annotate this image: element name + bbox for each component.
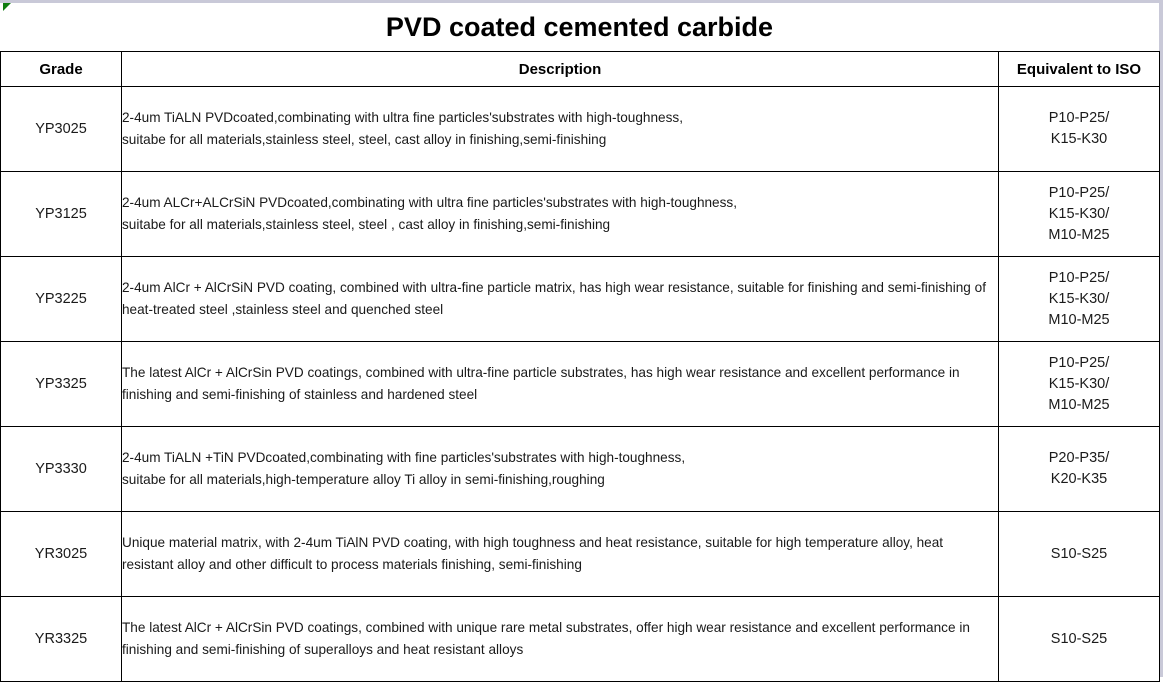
iso-line: M10-M25: [1048, 396, 1110, 413]
column-header-description: Description: [121, 51, 999, 87]
iso-line: M10-M25: [1048, 311, 1110, 328]
table-row: YP3025 2-4um TiALN PVDcoated,combinating …: [0, 86, 1160, 172]
cell-description: Unique material matrix, with 2-4um TiAlN…: [121, 511, 999, 597]
cell-grade: YP3325: [0, 341, 122, 427]
table-row: YR3025 Unique material matrix, with 2-4um…: [0, 511, 1160, 597]
table-header: Grade Description Equivalent to ISO: [0, 51, 1160, 87]
grades-table: Grade Description Equivalent to ISO YP30…: [0, 51, 1160, 682]
description-line: The latest AlCr + AlCrSin PVD coatings, …: [122, 620, 970, 657]
table-body: YP3025 2-4um TiALN PVDcoated,combinating …: [0, 86, 1160, 682]
cell-iso: S10-S25: [998, 511, 1160, 597]
iso-line: K15-K30: [1050, 131, 1108, 147]
table-header-row: Grade Description Equivalent to ISO: [0, 51, 1160, 87]
cell-description: The latest AlCr + AlCrSin PVD coatings, …: [121, 596, 999, 682]
cell-grade: YP3225: [0, 256, 122, 342]
cell-grade: YR3325: [0, 596, 122, 682]
cell-description: The latest AlCr + AlCrSin PVD coatings, …: [121, 341, 999, 427]
iso-line: S10-S25: [1050, 630, 1108, 647]
column-header-iso: Equivalent to ISO: [998, 51, 1160, 87]
cell-grade: YR3025: [0, 511, 122, 597]
iso-line: K15-K30/: [1048, 375, 1110, 392]
description-line: suitabe for all materials,stainless stee…: [122, 132, 607, 147]
description-line: 2-4um AlCr + AlCrSiN PVD coating, combin…: [122, 280, 986, 317]
iso-line: K15-K30/: [1048, 290, 1110, 307]
table-row: YP3330 2-4um TiALN +TiN PVDcoated,combina…: [0, 426, 1160, 512]
description-line: 2-4um TiALN PVDcoated,combinating with u…: [122, 110, 683, 125]
page-title: PVD coated cemented carbide: [385, 11, 774, 42]
iso-line: P10-P25/: [1048, 269, 1110, 286]
iso-line: M10-M25: [1048, 226, 1110, 243]
page-right-edge: [1159, 0, 1163, 677]
page-top-edge: [0, 0, 1163, 3]
iso-line: S10-S25: [1050, 545, 1108, 562]
column-header-grade: Grade: [0, 51, 122, 87]
table-row: YP3125 2-4um ALCr+ALCrSiN PVDcoated,combi…: [0, 171, 1160, 257]
cell-description: 2-4um AlCr + AlCrSiN PVD coating, combin…: [121, 256, 999, 342]
cell-iso: P10-P25/K15-K30/M10-M25: [998, 171, 1160, 257]
iso-line: P10-P25/: [1048, 184, 1110, 201]
table-row: YR3325 The latest AlCr + AlCrSin PVD coat…: [0, 596, 1160, 682]
table-row: YP3325 The latest AlCr + AlCrSin PVD coat…: [0, 341, 1160, 427]
cell-iso: P10-P25/K15-K30/M10-M25: [998, 256, 1160, 342]
iso-line: P20-P35/: [1048, 450, 1110, 466]
iso-line: K20-K35: [1050, 471, 1108, 487]
cell-grade: YP3125: [0, 171, 122, 257]
description-line: 2-4um ALCr+ALCrSiN PVDcoated,combinating…: [122, 195, 737, 210]
cell-description: 2-4um ALCr+ALCrSiN PVDcoated,combinating…: [121, 171, 999, 257]
comment-indicator-icon: [3, 3, 11, 11]
cell-description: 2-4um TiALN PVDcoated,combinating with u…: [121, 86, 999, 172]
page-title-band: PVD coated cemented carbide: [0, 3, 1159, 51]
cell-iso: P10-P25/K15-K30/M10-M25: [998, 341, 1160, 427]
cell-iso: P20-P35/K20-K35: [998, 426, 1160, 512]
table-row: YP3225 2-4um AlCr + AlCrSiN PVD coating, …: [0, 256, 1160, 342]
cell-description: 2-4um TiALN +TiN PVDcoated,combinating w…: [121, 426, 999, 512]
iso-line: K15-K30/: [1048, 205, 1110, 222]
cell-iso: S10-S25: [998, 596, 1160, 682]
description-line: The latest AlCr + AlCrSin PVD coatings, …: [122, 365, 960, 402]
iso-line: P10-P25/: [1048, 354, 1110, 371]
description-line: suitabe for all materials,high-temperatu…: [122, 472, 605, 487]
iso-line: P10-P25/: [1048, 110, 1110, 126]
cell-iso: P10-P25/K15-K30: [998, 86, 1160, 172]
cell-grade: YP3025: [0, 86, 122, 172]
description-line: 2-4um TiALN +TiN PVDcoated,combinating w…: [122, 450, 686, 465]
description-line: Unique material matrix, with 2-4um TiAlN…: [122, 535, 944, 572]
cell-grade: YP3330: [0, 426, 122, 512]
description-line: suitabe for all materials,stainless stee…: [122, 217, 611, 232]
